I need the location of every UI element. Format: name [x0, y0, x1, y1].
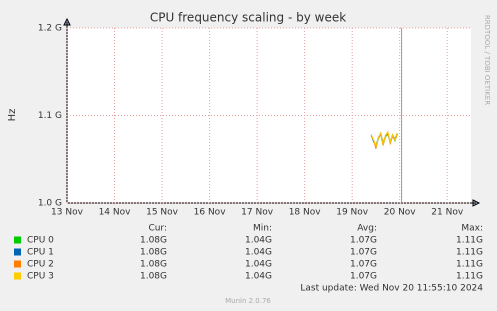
legend-stat: 1.04G: [245, 248, 272, 258]
x-tick-label: 20 Nov: [384, 208, 417, 218]
legend-stat: 1.07G: [350, 260, 377, 270]
legend-stat: 1.08G: [140, 248, 167, 258]
chart-title: CPU frequency scaling - by week: [150, 11, 346, 25]
legend-header: Avg:: [357, 224, 377, 234]
legend-swatch: [14, 260, 21, 268]
legend-stat: 1.07G: [350, 236, 377, 246]
legend-label: CPU 2: [27, 260, 54, 270]
series-line: [370, 130, 398, 148]
legend-swatch: [14, 248, 21, 256]
last-update: Last update: Wed Nov 20 11:55:10 2024: [300, 284, 483, 294]
y-tick-label: 1.2 G: [38, 24, 62, 34]
legend-stat: 1.11G: [456, 272, 483, 282]
legend-label: CPU 3: [27, 272, 54, 282]
footer: Munin 2.0.76: [225, 297, 271, 305]
x-tick-label: 19 Nov: [336, 208, 369, 218]
legend-header: Max:: [461, 224, 483, 234]
side-label: RRDTOOL / TOBI OETIKER: [483, 15, 491, 105]
legend-stat: 1.11G: [456, 260, 483, 270]
x-tick-label: 15 Nov: [146, 208, 179, 218]
x-tick-label: 21 Nov: [431, 208, 464, 218]
x-tick-label: 14 Nov: [99, 208, 132, 218]
legend-stat: 1.08G: [140, 236, 167, 246]
x-tick-label: 17 Nov: [241, 208, 274, 218]
legend-swatch: [14, 236, 21, 244]
legend-stat: 1.08G: [140, 272, 167, 282]
legend-stat: 1.11G: [456, 236, 483, 246]
x-tick-label: 16 Nov: [194, 208, 227, 218]
y-tick-label: 1.1 G: [38, 111, 62, 121]
legend-stat: 1.04G: [245, 260, 272, 270]
legend-stat: 1.08G: [140, 260, 167, 270]
legend-stat: 1.11G: [456, 248, 483, 258]
y-axis-label: Hz: [7, 109, 18, 122]
legend-header: Cur:: [148, 224, 167, 234]
y-tick-label: 1.0 G: [38, 199, 62, 209]
legend-header: Min:: [253, 224, 272, 234]
legend-stat: 1.07G: [350, 272, 377, 282]
x-tick-label: 18 Nov: [289, 208, 322, 218]
x-tick-label: 13 Nov: [51, 208, 84, 218]
legend-swatch: [14, 272, 21, 280]
legend-stat: 1.07G: [350, 248, 377, 258]
legend-label: CPU 0: [27, 236, 54, 246]
legend-label: CPU 1: [27, 248, 54, 258]
legend-stat: 1.04G: [245, 236, 272, 246]
legend-stat: 1.04G: [245, 272, 272, 282]
